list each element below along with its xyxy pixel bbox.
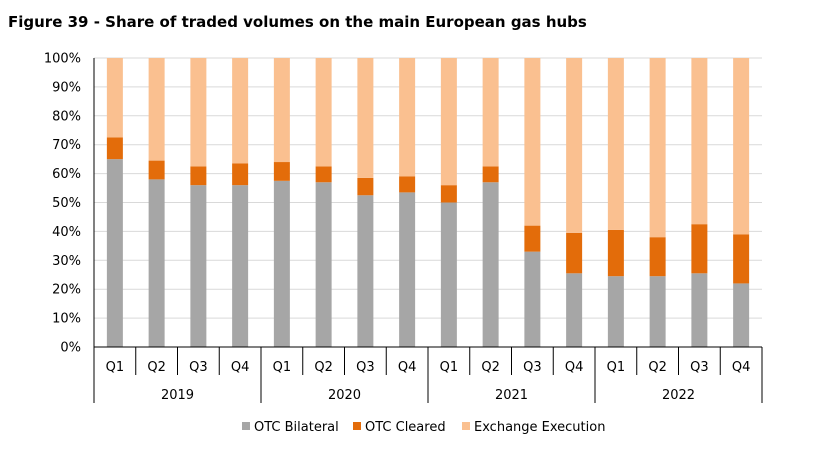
bar-segment (148, 179, 165, 347)
x-tick-label-year: 2019 (161, 388, 194, 403)
x-tick-label-quarter: Q3 (356, 360, 375, 375)
x-tick-label-year: 2021 (495, 388, 528, 403)
bar-segment (399, 58, 416, 177)
bar-segment (190, 58, 207, 167)
bar-segment (273, 58, 290, 163)
bar-segment (607, 229, 624, 277)
bar-segment (607, 58, 624, 230)
figure-title: Figure 39 - Share of traded volumes on t… (8, 13, 587, 31)
x-tick-label-quarter: Q4 (565, 360, 584, 375)
bar-segment (649, 58, 666, 238)
y-tick-label: 20% (52, 283, 81, 298)
bar-segment (607, 276, 624, 347)
x-tick-label-quarter: Q1 (273, 360, 292, 375)
x-tick-label-quarter: Q4 (398, 360, 417, 375)
legend-swatch (353, 422, 361, 430)
bar-segment (106, 159, 123, 347)
bar-segment (524, 58, 541, 226)
bar-segment (691, 273, 708, 347)
y-tick-label: 80% (52, 109, 81, 124)
bar-segment (733, 58, 750, 235)
bar-segment (273, 180, 290, 347)
bar-segment (399, 192, 416, 347)
legend-label: OTC Bilateral (254, 420, 339, 435)
bar-segment (315, 166, 332, 183)
legend: OTC Bilateral OTC Cleared Exchange Executi… (242, 420, 605, 435)
y-tick-label: 50% (52, 196, 81, 211)
x-tick-label-quarter: Q3 (189, 360, 208, 375)
bar-segment (649, 276, 666, 347)
bar-segment (691, 58, 708, 225)
y-tick-label: 30% (52, 254, 81, 269)
x-tick-label-quarter: Q2 (648, 360, 667, 375)
bar-segment (440, 185, 457, 203)
x-tick-label-quarter: Q3 (690, 360, 709, 375)
x-tick-label-quarter: Q2 (147, 360, 166, 375)
bar-segment (566, 273, 583, 347)
bar-segment (190, 185, 207, 347)
bar-segment (566, 232, 583, 274)
y-tick-label: 10% (52, 312, 81, 327)
x-tick-label-quarter: Q2 (481, 360, 500, 375)
bar-segment (482, 166, 499, 183)
x-tick-label-quarter: Q1 (607, 360, 626, 375)
bar-segment (440, 58, 457, 186)
x-tick-label-quarter: Q2 (314, 360, 333, 375)
y-tick-label: 40% (52, 225, 81, 240)
bar-segment (566, 58, 583, 233)
x-tick-label-quarter: Q3 (523, 360, 542, 375)
y-axis-tick-labels: 0% 10% 20% 30% 40% 50% 60% 70% 80% 90% 100% (44, 52, 81, 356)
x-axis-labels: Q1 Q2 Q3 Q4 Q1 Q2 Q3 Q4 Q1 Q2 Q3 Q4 Q1 Q2 Q3 Q4 2019 2020… (106, 360, 751, 403)
y-tick-label: 0% (60, 341, 81, 356)
x-tick-label-quarter: Q4 (231, 360, 250, 375)
x-tick-label-year: 2020 (328, 388, 361, 403)
bar-segment (733, 234, 750, 284)
legend-swatch (242, 422, 250, 430)
bar-segment (733, 283, 750, 347)
bar-segment (357, 58, 374, 178)
y-tick-label: 90% (52, 80, 81, 95)
bar-segment (315, 58, 332, 167)
bar-segment (524, 251, 541, 347)
bar-segment (482, 58, 499, 167)
bar-segment (148, 58, 165, 161)
legend-label: Exchange Execution (474, 420, 605, 435)
y-tick-label: 100% (44, 52, 81, 67)
bars (106, 58, 750, 347)
x-tick-label-quarter: Q1 (440, 360, 459, 375)
legend-swatch (462, 422, 470, 430)
bar-segment (649, 237, 666, 277)
bar-segment (148, 160, 165, 180)
x-tick-label-quarter: Q1 (106, 360, 125, 375)
bar-segment (482, 182, 499, 347)
bar-segment (357, 177, 374, 196)
bar-segment (357, 195, 374, 347)
legend-label: OTC Cleared (365, 420, 446, 435)
y-tick-label: 70% (52, 138, 81, 153)
bar-segment (232, 185, 249, 347)
x-tick-label-quarter: Q4 (732, 360, 751, 375)
bar-segment (524, 225, 541, 252)
bar-segment (190, 166, 207, 186)
bar-segment (232, 163, 249, 186)
bar-segment (440, 202, 457, 347)
y-tick-label: 60% (52, 167, 81, 182)
axes (93, 58, 763, 403)
bar-segment (273, 162, 290, 181)
bar-segment (106, 58, 123, 138)
bar-segment (691, 224, 708, 274)
bar-segment (399, 176, 416, 193)
bar-segment (232, 58, 249, 164)
x-tick-label-year: 2022 (662, 388, 695, 403)
bar-segment (106, 137, 123, 160)
bar-segment (315, 182, 332, 347)
